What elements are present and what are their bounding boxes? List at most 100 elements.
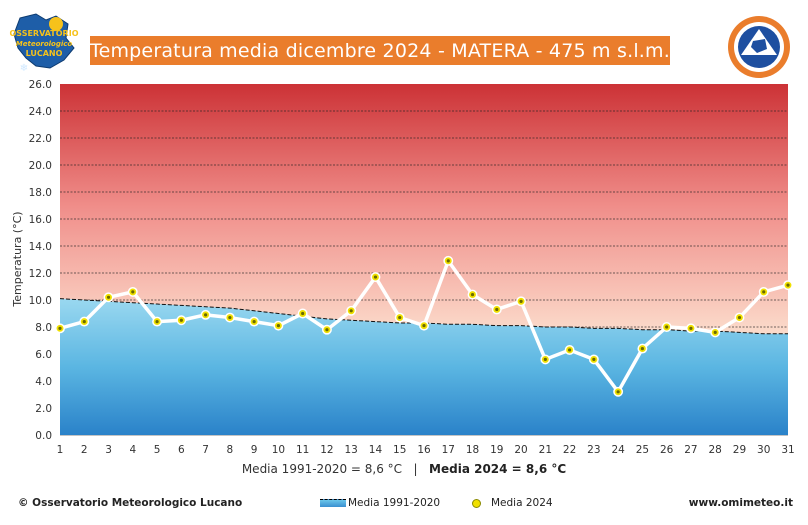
x-tick-label: 14 [369,444,383,456]
x-tick-label: 21 [539,444,552,456]
legend-2024-marker [472,498,481,508]
y-tick-label: 0.0 [35,430,52,442]
data-point-2024-center [762,290,766,294]
svg-text:Meteorologico: Meteorologico [16,40,73,48]
y-tick-label: 4.0 [35,376,52,388]
y-tick-label: 20.0 [29,160,52,172]
x-tick-label: 1 [57,444,64,456]
summary-separator: | [413,462,418,476]
x-tick-label: 24 [611,444,625,456]
svg-text:LUCANO: LUCANO [26,49,63,58]
y-tick-label: 8.0 [35,322,52,334]
x-tick-label: 3 [105,444,112,456]
data-point-2024-center [713,330,717,334]
data-point-2024-center [470,293,475,297]
x-tick-label: 4 [129,444,136,456]
civil-protection-logo [727,15,791,79]
data-point-2024-center [786,283,790,287]
x-tick-label: 23 [587,444,600,456]
data-point-2024-center [446,259,450,263]
x-tick-label: 17 [442,444,455,456]
data-point-2024-center [325,328,329,332]
x-tick-label: 25 [636,444,649,456]
y-tick-labels: 0.0 2.0 4.0 6.0 8.0 10.0 12.0 14.0 16.0 18.0 20.0 2… [29,79,52,442]
series-points-2024 [55,255,793,397]
data-point-2024-center [689,326,693,330]
x-tick-label: 19 [490,444,503,456]
x-tick-label: 31 [781,444,794,456]
normal-area-fill [60,298,788,435]
data-point-2024-center [568,348,572,352]
data-point-2024-center [276,324,280,328]
x-tick-label: 12 [320,444,333,456]
x-tick-label: 18 [466,444,479,456]
data-point-2024-center [204,313,208,317]
x-tick-label: 9 [251,444,258,456]
data-point-2024-center [252,320,256,324]
x-tick-label: 29 [733,444,746,456]
x-tick-label: 5 [154,444,161,456]
x-tick-label: 8 [227,444,234,456]
summary-current: Media 2024 = 8,6 °C [429,462,567,476]
observatory-logo: OSSERVATORIO Meteorologico LUCANO ❄ [6,8,82,76]
data-point-2024-center [131,290,135,294]
x-tick-label: 2 [81,444,88,456]
data-point-2024-center [543,357,547,361]
x-tick-label: 13 [345,444,358,456]
data-point-2024-center [106,295,111,299]
x-tick-label: 10 [272,444,285,456]
data-point-2024-center [592,357,596,361]
chart-title: Temperatura media dicembre 2024 - MATERA… [90,36,670,65]
y-tick-label: 2.0 [35,403,52,415]
data-point-2024-center [301,311,305,316]
data-point-2024-center [82,320,86,324]
legend-normal: Media 1991-2020 [320,497,440,509]
x-tick-label: 11 [296,444,309,456]
summary-line: Media 1991-2020 = 8,6 °C | Media 2024 = … [0,462,808,476]
legend-normal-label: Media 1991-2020 [348,497,441,509]
data-point-2024-center [640,347,645,351]
y-tick-label: 16.0 [29,214,52,226]
x-tick-label: 16 [417,444,431,456]
summary-normal: Media 1991-2020 = 8,6 °C [241,462,403,476]
data-point-2024-center [519,299,523,303]
x-tick-label: 15 [393,444,406,456]
x-tick-label: 20 [514,444,527,456]
x-tick-label: 6 [178,444,185,456]
y-tick-label: 14.0 [29,241,52,253]
data-point-2024-center [155,320,159,324]
svg-text:OSSERVATORIO: OSSERVATORIO [9,29,78,38]
x-tick-label: 7 [202,444,209,456]
data-point-2024-center [58,326,62,330]
x-tick-label: 22 [563,444,576,456]
data-point-2024-center [349,309,353,313]
x-tick-label: 28 [709,444,722,456]
y-axis-label: Temperatura (°C) [11,211,24,307]
y-tick-label: 26.0 [29,79,52,91]
footer-website: www.omimeteo.it [688,497,793,509]
data-point-2024-center [737,315,742,320]
data-point-2024-center [228,315,232,320]
data-point-2024-center [665,325,669,329]
data-point-2024-center [179,318,183,322]
data-point-2024-center [398,315,402,320]
data-point-2024-center [422,324,426,328]
y-tick-label: 22.0 [29,133,52,145]
y-tick-label: 10.0 [29,295,52,307]
svg-text:❄: ❄ [20,63,28,74]
y-tick-label: 12.0 [29,268,52,280]
x-tick-labels: 1 2 3 4 5 6 7 8 9 10 11 12 13 14 15 16 17 18 19 20 21 22 23 24 2… [57,444,795,456]
data-point-2024-center [373,275,378,279]
data-point-2024-center [495,307,499,312]
y-tick-label: 6.0 [35,349,52,361]
x-tick-label: 30 [757,444,770,456]
legend-2024: Media 2024 [472,497,553,509]
y-tick-label: 18.0 [29,187,52,199]
legend-2024-label: Media 2024 [491,497,553,509]
x-tick-label: 27 [684,444,697,456]
y-tick-label: 24.0 [29,106,52,118]
data-point-2024-center [616,390,620,394]
legend-normal-swatch [320,499,346,507]
chart-title-text: Temperatura media dicembre 2024 - MATERA… [90,39,670,62]
